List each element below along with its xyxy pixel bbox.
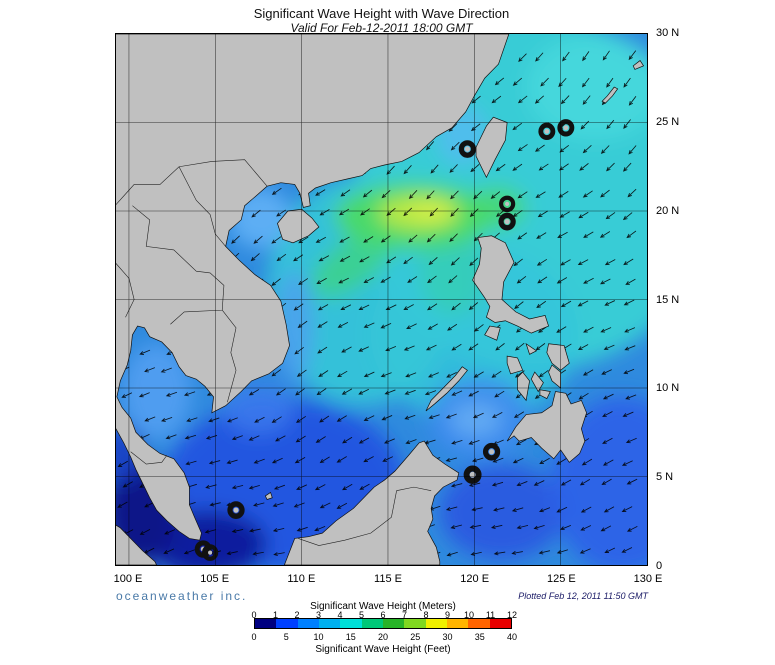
land-hainan [277, 209, 318, 243]
colorbar-segment [468, 619, 490, 628]
land-luzon [473, 236, 549, 333]
meters-tick-label: 3 [315, 610, 322, 620]
wave-height-map [115, 33, 648, 566]
y-tick-label: 25 N [656, 115, 680, 128]
grid-lines [116, 34, 647, 565]
country-borders [116, 160, 431, 546]
colorbar-segment [297, 619, 319, 628]
legend-feet-ticks: 0 5 10 15 20 25 30 35 40 [251, 632, 517, 642]
land-islet [201, 544, 219, 561]
meters-tick-label: 11 [485, 610, 496, 620]
land-negros [517, 372, 529, 400]
land-cebu [531, 372, 543, 391]
land-panay [507, 356, 523, 374]
page-title: Significant Wave Height with Wave Direct… [253, 6, 510, 21]
x-tick-label: 130 E [633, 573, 663, 585]
x-tick-label: 120 E [460, 573, 490, 585]
colorbar-segment [382, 619, 405, 628]
y-tick-label: 0 [656, 560, 663, 572]
feet-tick-label: 30 [442, 632, 453, 642]
land-mindoro [485, 326, 501, 340]
land-islet [498, 212, 516, 231]
y-tick-label: 30 N [656, 27, 680, 39]
colorbar-segment [361, 619, 383, 628]
plotted-timestamp: Plotted Feb 12, 2011 11:50 GMT [518, 591, 648, 601]
meters-tick-label: 2 [294, 610, 300, 620]
valid-time-subtitle: Valid For Feb-12-2011 18:00 GMT [290, 21, 473, 35]
x-tick-label: 100 E [113, 573, 143, 585]
land-palawan [426, 367, 467, 411]
feet-tick-label: 10 [313, 632, 324, 642]
map-svg [116, 34, 647, 565]
land-islet [227, 501, 245, 519]
legend-meters-title: Significant Wave Height (Meters) [310, 601, 456, 612]
legend-colorbar [254, 618, 512, 629]
land-bohol [540, 390, 550, 399]
meters-tick-label: 1 [272, 610, 279, 620]
meters-tick-label: 7 [401, 610, 408, 620]
land-amami [633, 61, 643, 70]
meters-tick-label: 5 [358, 610, 365, 620]
oceanweather-logo-text: oceanweather inc. [116, 589, 248, 603]
colorbar-segment [255, 619, 277, 628]
land-islet [458, 140, 477, 158]
x-tick-label: 105 E [200, 573, 230, 585]
colorbar-segment [404, 619, 426, 628]
feet-tick-label: 40 [506, 632, 518, 642]
land-islet [538, 122, 556, 141]
meters-tick-label: 9 [444, 610, 451, 620]
legend-meters-ticks: 0 1 2 3 4 5 6 7 8 9 10 11 12 [251, 610, 517, 620]
land-masbate [526, 344, 536, 355]
land-islet [499, 195, 516, 213]
land-taiwan [476, 117, 507, 177]
y-tick-label: 5 N [656, 471, 674, 484]
meters-tick-label: 4 [337, 610, 343, 620]
land-sumatra [116, 523, 157, 565]
colorbar-segment [276, 619, 298, 628]
feet-tick-label: 25 [410, 632, 421, 642]
land-islet [557, 119, 575, 137]
meters-tick-label: 12 [506, 610, 518, 620]
feet-tick-label: 5 [283, 632, 289, 642]
colorbar-segment [489, 619, 511, 628]
colorbar-segment [340, 619, 362, 628]
colorbar-segment [318, 619, 341, 628]
land-natuna [265, 492, 272, 499]
x-tick-label: 125 E [546, 573, 576, 585]
y-tick-label: 15 N [656, 293, 680, 306]
meters-tick-label: 6 [380, 610, 386, 620]
land-islet [482, 442, 501, 461]
land-leyte [549, 365, 561, 388]
meters-tick-label: 0 [251, 610, 257, 620]
x-tick-label: 110 E [287, 573, 316, 585]
feet-tick-label: 20 [377, 632, 389, 642]
land-layer [116, 34, 644, 565]
land-mindanao [507, 392, 586, 463]
feet-tick-label: 0 [251, 632, 257, 642]
colorbar-segment [425, 619, 447, 628]
meters-tick-label: 10 [463, 610, 475, 620]
feet-tick-label: 15 [345, 632, 356, 642]
land-okinawa [602, 87, 618, 103]
land-mainland-asia [116, 34, 509, 540]
land-islet [463, 465, 482, 484]
y-tick-label: 20 N [656, 204, 680, 217]
feet-tick-label: 35 [474, 632, 485, 642]
colorbar-segment [446, 619, 469, 628]
land-borneo [284, 441, 458, 565]
y-tick-label: 10 N [656, 382, 680, 395]
legend-feet-title: Significant Wave Height (Feet) [315, 644, 451, 655]
x-tick-label: 115 E [374, 573, 402, 585]
meters-tick-label: 8 [423, 610, 429, 620]
